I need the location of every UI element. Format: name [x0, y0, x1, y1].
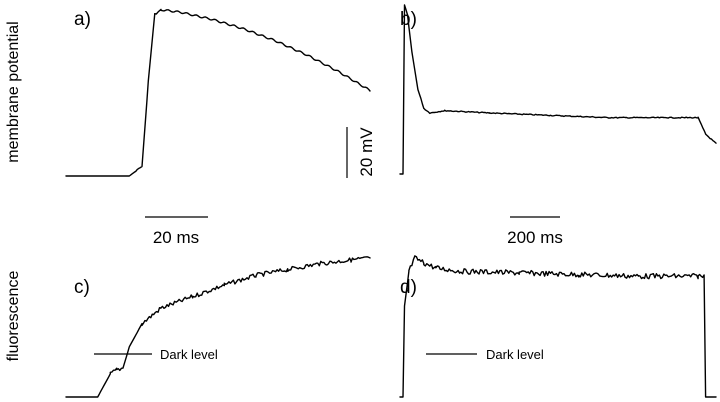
- panel-label-d: d): [400, 277, 417, 298]
- panel-label-c: c): [74, 277, 90, 298]
- trace-b: [399, 4, 717, 175]
- panel-label-a: a): [74, 9, 91, 30]
- voltage-scale-label: 20 mV: [357, 127, 376, 177]
- time-scale-label-20ms: 20 ms: [153, 228, 199, 247]
- trace-c: [65, 256, 371, 398]
- time-scale-label-200ms: 200 ms: [507, 228, 563, 247]
- dark-level-label-d: Dark level: [486, 347, 544, 362]
- membrane-potential-label: membrane potential: [5, 21, 22, 162]
- dark-level-label-c: Dark level: [160, 347, 218, 362]
- fluorescence-label: fluorescence: [5, 271, 22, 362]
- trace-d: [399, 255, 717, 398]
- trace-a: [65, 8, 371, 177]
